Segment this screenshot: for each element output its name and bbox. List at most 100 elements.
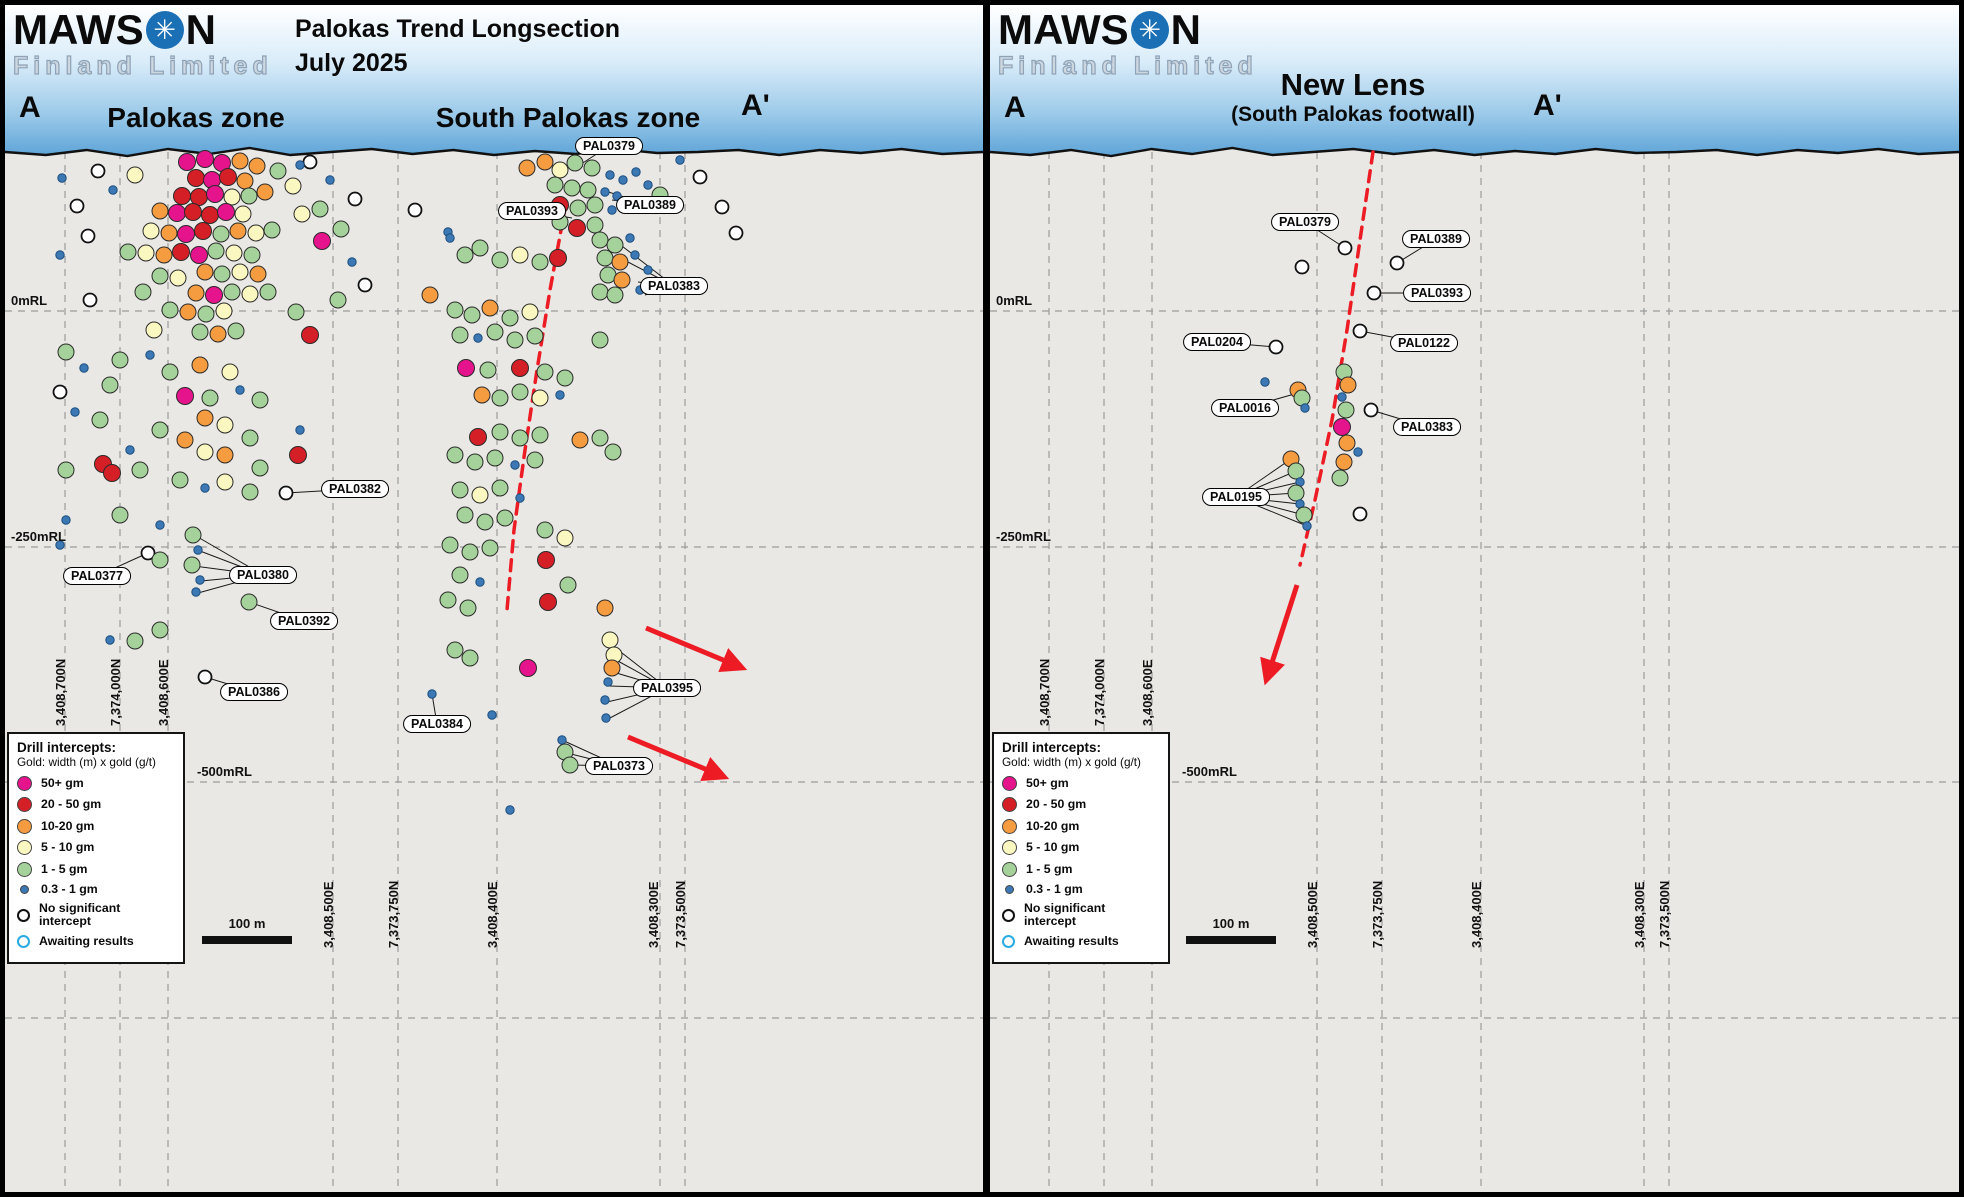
intercept-point-nsi (82, 292, 98, 308)
legend-swatch-icon (1002, 818, 1017, 834)
easting-northing-label: 3,408,500E (321, 881, 336, 948)
intercept-point-5 (241, 285, 259, 303)
legend-swatch-icon (17, 797, 32, 812)
intercept-point-10 (209, 325, 227, 343)
intercept-point-20 (201, 206, 219, 224)
intercept-point-1 (161, 363, 179, 381)
intercept-point-nsi (90, 163, 106, 179)
legend-item-label: No significant intercept (39, 901, 121, 929)
intercept-point-1 (171, 471, 189, 489)
intercept-point-03 (1353, 447, 1363, 457)
intercept-point-50 (178, 153, 196, 171)
intercept-point-nsi (692, 169, 708, 185)
intercept-point-5 (126, 166, 144, 184)
intercept-point-20 (173, 187, 191, 205)
intercept-point-nsi (302, 154, 318, 170)
intercept-point-10 (248, 157, 266, 175)
legend-swatch-icon (17, 775, 32, 791)
intercept-point-1 (111, 506, 129, 524)
intercept-point-1 (151, 421, 169, 439)
intercept-point-10 (1339, 376, 1357, 394)
intercept-point-1 (536, 363, 554, 381)
easting-northing-label: 3,408,300E (646, 881, 661, 948)
intercept-point-03 (625, 233, 635, 243)
new-lens-line2: (South Palokas footwall) (1231, 102, 1475, 126)
intercept-point-10 (176, 431, 194, 449)
intercept-point-50 (176, 387, 194, 405)
intercept-point-03 (1302, 521, 1312, 531)
easting-northing-label: 7,373,750N (1370, 881, 1385, 948)
intercept-point-nsi (140, 545, 156, 561)
legend-item-awt: Awaiting results (1002, 934, 1160, 948)
intercept-point-1 (456, 506, 474, 524)
legend-subtitle: Gold: width (m) x gold (g/t) (1002, 755, 1141, 769)
intercept-point-1 (566, 154, 584, 172)
intercept-point-nsi (714, 199, 730, 215)
intercept-point-nsi (1366, 285, 1382, 301)
legend-swatch-icon (17, 908, 30, 922)
drill-hole-label: PAL0380 (229, 566, 297, 584)
legend-item-label: 50+ gm (41, 775, 84, 790)
panel-new-lens-longsection: 0mRL -250mRL -500mRL 3,408,700N 7,374,000N 3,… (990, 5, 1959, 1192)
intercept-point-03 (347, 257, 357, 267)
legend-item-5: 5 - 10 gm (1002, 840, 1160, 855)
intercept-point-1 (134, 283, 152, 301)
intercept-point-50 (205, 286, 223, 304)
intercept-point-1 (561, 756, 579, 774)
elevation-label: 0mRL (996, 293, 1032, 308)
intercept-point-10 (256, 183, 274, 201)
intercept-point-1 (531, 426, 549, 444)
intercept-point-20 (289, 446, 307, 464)
legend-swatch-icon (1005, 884, 1014, 894)
intercept-point-nsi (80, 228, 96, 244)
intercept-point-1 (559, 576, 577, 594)
intercept-point-1 (461, 543, 479, 561)
intercept-point-5 (511, 246, 529, 264)
intercept-point-nsi (1363, 402, 1379, 418)
zone-title-south-palokas: South Palokas zone (435, 102, 701, 133)
intercept-point-1 (446, 641, 464, 659)
intercept-point-1 (212, 225, 230, 243)
intercept-point-1 (491, 251, 509, 269)
figure-title: Palokas Trend Longsection July 2025 (295, 13, 620, 81)
intercept-point-10 (613, 271, 631, 289)
intercept-point-1 (511, 429, 529, 447)
intercept-point-1 (311, 200, 329, 218)
intercept-point-1 (451, 326, 469, 344)
legend-item-label: 0.3 - 1 gm (1026, 882, 1083, 896)
intercept-point-1 (506, 331, 524, 349)
intercept-point-5 (137, 244, 155, 262)
legend-swatch-icon (1002, 797, 1017, 812)
intercept-point-10 (571, 431, 589, 449)
intercept-point-03 (510, 460, 520, 470)
intercept-point-nsi (52, 384, 68, 400)
intercept-point-20 (219, 168, 237, 186)
legend-item-10: 10-20 gm (17, 818, 175, 834)
elevation-label: -500mRL (1182, 764, 1237, 779)
intercept-point-20 (469, 428, 487, 446)
legend-swatch-icon (17, 934, 30, 948)
legend-item-20: 20 - 50 gm (1002, 797, 1160, 812)
intercept-point-03 (600, 187, 610, 197)
legend-item-03: 0.3 - 1 gm (1002, 883, 1160, 896)
intercept-point-1 (201, 389, 219, 407)
intercept-point-1 (287, 303, 305, 321)
elevation-label: -250mRL (11, 529, 66, 544)
intercept-point-1 (223, 283, 241, 301)
legend-item-label: 10-20 gm (1026, 818, 1080, 833)
logo-star-icon: ✳ (1130, 11, 1169, 49)
intercept-point-03 (601, 713, 611, 723)
intercept-point-03 (145, 350, 155, 360)
intercept-point-1 (131, 461, 149, 479)
intercept-point-1 (586, 196, 604, 214)
intercept-point-1 (604, 443, 622, 461)
intercept-point-10 (603, 659, 621, 677)
intercept-point-1 (583, 159, 601, 177)
intercept-point-nsi (278, 485, 294, 501)
intercept-point-1 (446, 446, 464, 464)
intercept-point-5 (169, 269, 187, 287)
intercept-point-1 (101, 376, 119, 394)
legend-item-03: 0.3 - 1 gm (17, 883, 175, 896)
section-marker-a: A (19, 91, 41, 124)
easting-northing-label: 3,408,400E (485, 881, 500, 948)
